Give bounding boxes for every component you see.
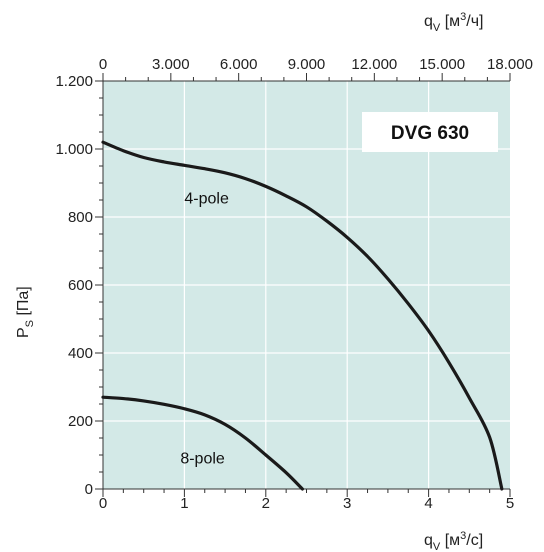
y-tick-label: 1.200 — [55, 73, 93, 90]
y-axis-title: PS [Па] — [15, 286, 36, 338]
bottom-tick-label: 1 — [180, 495, 188, 512]
bottom-tick-label: 4 — [424, 495, 432, 512]
bottom-tick-label: 5 — [506, 495, 514, 512]
y-tick-label: 200 — [68, 413, 93, 430]
top-tick-label: 9.000 — [288, 56, 326, 73]
y-tick-label: 400 — [68, 345, 93, 362]
series-label-8-pole: 8-pole — [180, 451, 225, 468]
title-box — [362, 112, 498, 152]
bottom-tick-label: 3 — [343, 495, 351, 512]
top-tick-label: 18.000 — [487, 56, 533, 73]
top-tick-label: 3.000 — [152, 56, 190, 73]
top-tick-label: 15.000 — [419, 56, 465, 73]
series-line-4-pole — [101, 140, 504, 491]
bottom-axis-title: qV [м3/с] — [424, 530, 483, 552]
top-axis-title: qV [м3/ч] — [424, 11, 484, 34]
top-tick-label: 6.000 — [220, 56, 258, 73]
y-tick-label: 0 — [85, 481, 93, 498]
y-tick-label: 800 — [68, 209, 93, 226]
top-tick-label: 0 — [99, 56, 107, 73]
y-tick-label: 600 — [68, 277, 93, 294]
y-tick-label: 1.000 — [55, 141, 93, 158]
top-tick-label: 12.000 — [351, 56, 397, 73]
bottom-tick-label: 2 — [262, 495, 270, 512]
series-label-4-pole: 4-pole — [184, 190, 229, 207]
series-line-8-pole — [101, 395, 305, 491]
chart-title: DVG 630 — [391, 123, 469, 144]
bottom-tick-label: 0 — [99, 495, 107, 512]
